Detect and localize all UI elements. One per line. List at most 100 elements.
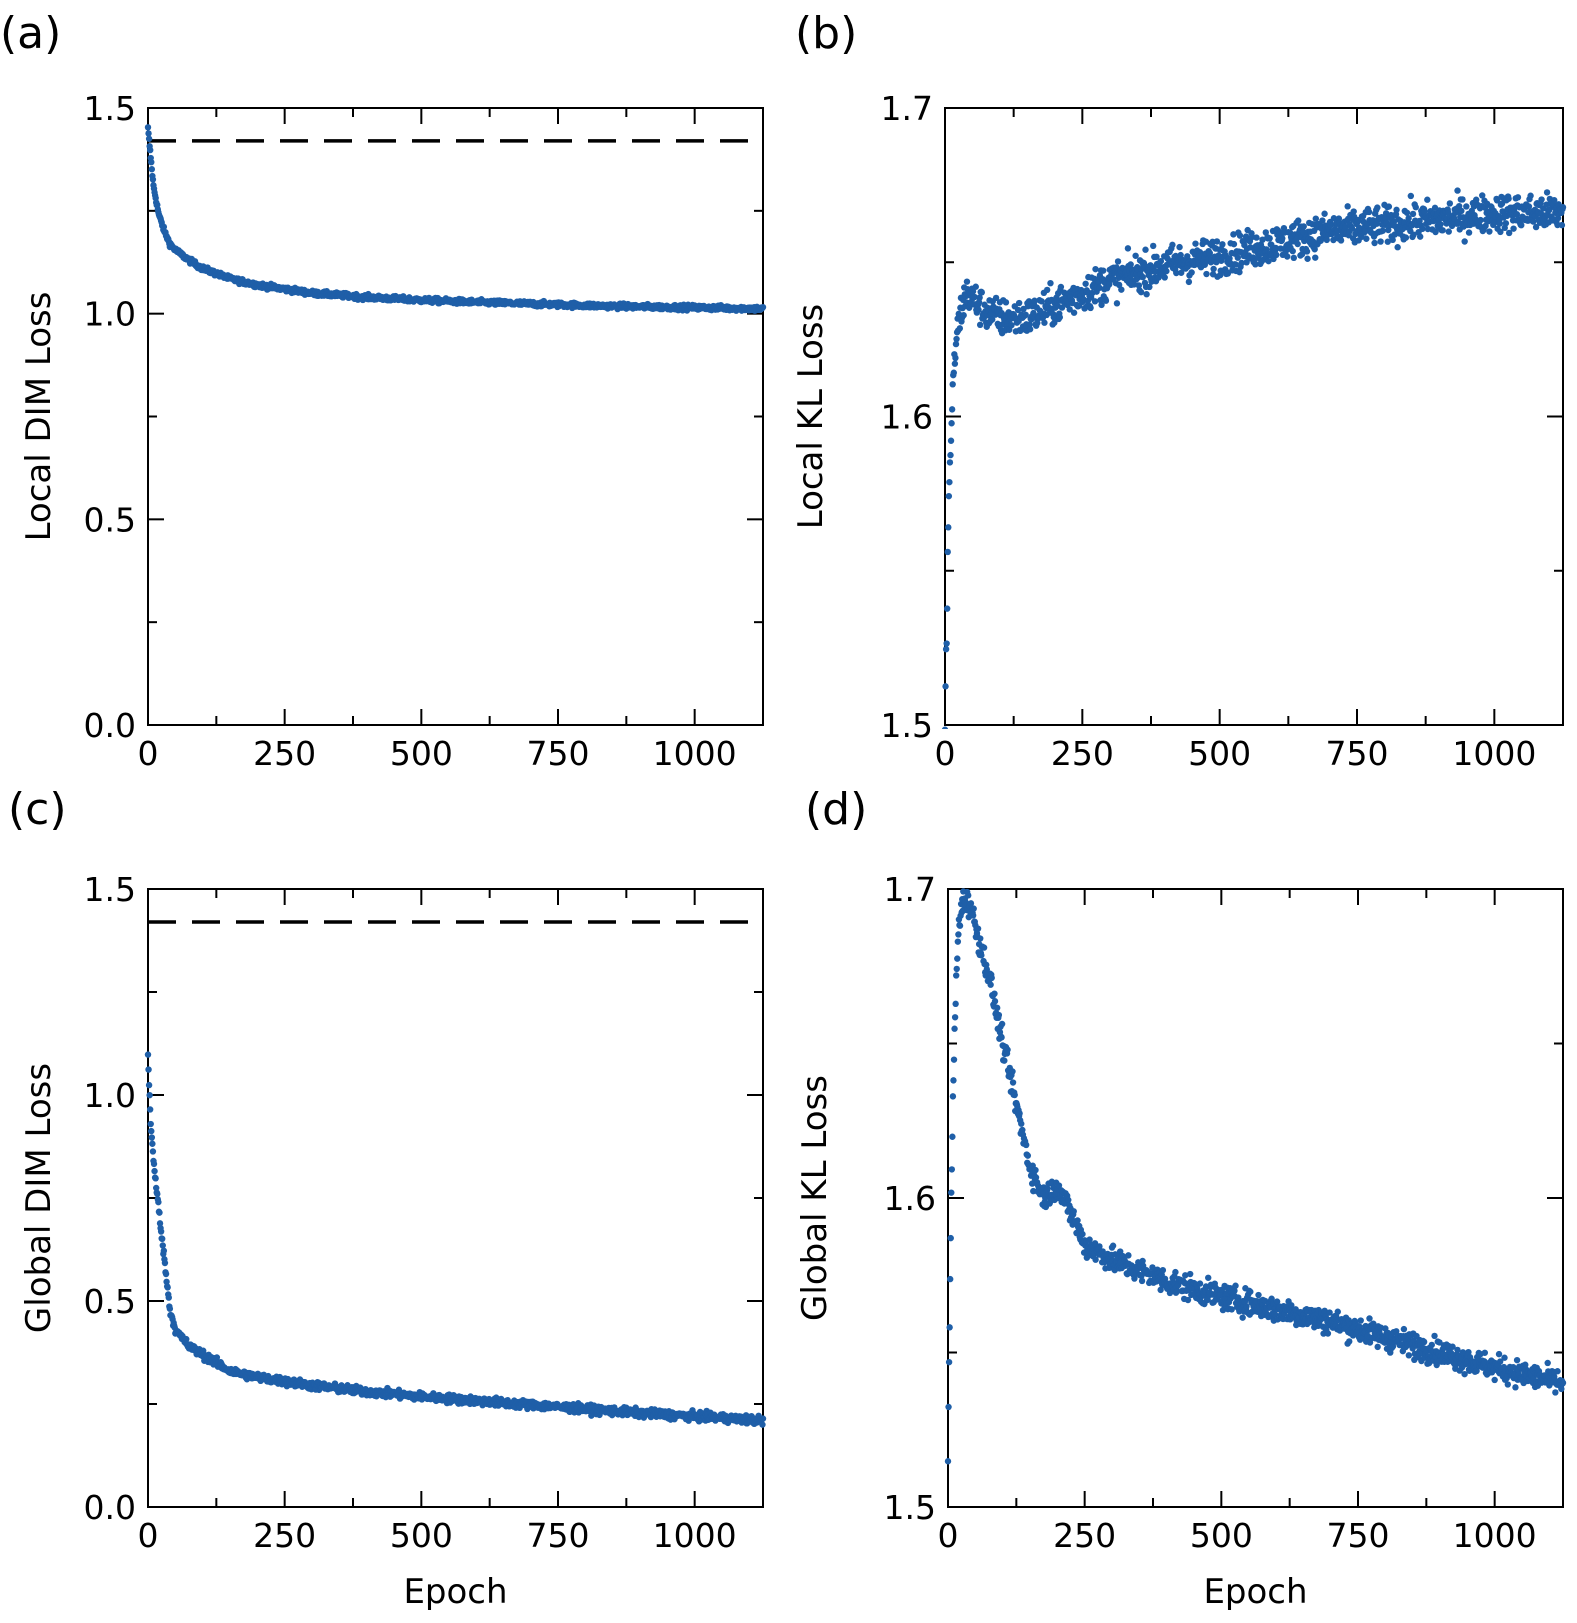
data-point xyxy=(950,1056,958,1063)
data-point xyxy=(951,360,959,367)
data-point xyxy=(1232,1282,1239,1289)
data-point xyxy=(1153,253,1160,261)
data-point xyxy=(1319,217,1326,224)
data-point xyxy=(1011,1091,1018,1099)
x-axis-label: Epoch xyxy=(403,1572,507,1612)
data-point xyxy=(1213,238,1221,245)
data-point xyxy=(1326,1309,1333,1316)
data-point xyxy=(1243,1303,1250,1310)
data-point xyxy=(1532,223,1540,231)
data-point xyxy=(1268,1295,1275,1302)
data-point xyxy=(1454,1346,1461,1354)
x-tick-label: 0 xyxy=(138,734,159,773)
data-point xyxy=(1146,283,1153,291)
data-point xyxy=(1510,225,1517,232)
data-point xyxy=(974,925,982,932)
data-point xyxy=(166,1305,174,1312)
data-point xyxy=(1026,321,1033,328)
data-point xyxy=(1185,278,1193,286)
data-point xyxy=(1066,306,1073,313)
data-point xyxy=(1385,226,1392,234)
data-point xyxy=(1431,1332,1438,1340)
data-point xyxy=(1493,197,1501,204)
x-tick-label: 1000 xyxy=(653,1516,737,1555)
data-point xyxy=(1525,203,1533,210)
data-point xyxy=(970,905,977,912)
data-point xyxy=(942,683,949,690)
x-tick-label: 1000 xyxy=(653,734,737,773)
data-point xyxy=(1346,1338,1353,1345)
data-point xyxy=(971,293,978,301)
data-point xyxy=(1335,215,1343,222)
data-point xyxy=(1043,286,1051,294)
data-point xyxy=(1377,238,1384,245)
data-point xyxy=(947,1234,954,1242)
data-point xyxy=(1135,282,1143,289)
data-point xyxy=(1026,326,1034,333)
data-point xyxy=(978,952,985,959)
data-point xyxy=(144,124,152,131)
data-point xyxy=(953,972,960,979)
x-tick-label: 500 xyxy=(390,1516,453,1555)
data-point xyxy=(943,605,951,612)
y-tick-label: 1.7 xyxy=(884,870,936,909)
data-point xyxy=(1321,1307,1328,1314)
data-point xyxy=(147,1120,154,1128)
data-point xyxy=(1552,1389,1559,1396)
data-point xyxy=(1272,244,1279,252)
data-point xyxy=(945,492,953,500)
data-point xyxy=(1446,200,1454,207)
data-point xyxy=(1131,1275,1138,1282)
x-tick-label: 500 xyxy=(390,734,453,773)
data-point xyxy=(1400,1325,1408,1333)
data-point xyxy=(978,289,986,296)
data-point xyxy=(946,1275,954,1283)
data-point xyxy=(1357,1317,1364,1324)
data-point xyxy=(1139,273,1146,281)
data-point xyxy=(1070,1208,1077,1215)
x-tick-label: 500 xyxy=(1188,734,1251,773)
data-point xyxy=(1091,298,1099,305)
data-point xyxy=(960,312,967,319)
data-point xyxy=(946,478,953,486)
y-tick-label: 0.5 xyxy=(84,500,136,539)
data-point xyxy=(1348,225,1356,232)
data-point xyxy=(946,1324,953,1331)
data-point xyxy=(146,1106,154,1113)
data-point xyxy=(1374,204,1381,211)
x-tick-label: 750 xyxy=(1327,1516,1390,1555)
data-point xyxy=(1009,1068,1016,1075)
data-point xyxy=(965,892,972,899)
data-point xyxy=(1070,309,1078,316)
data-point xyxy=(994,1004,1001,1012)
data-point xyxy=(969,288,977,295)
data-point xyxy=(954,938,962,945)
x-axis-label: Epoch xyxy=(1203,1572,1307,1612)
data-point xyxy=(1025,298,1033,305)
data-point xyxy=(1527,192,1534,199)
data-point xyxy=(146,1091,153,1099)
data-point xyxy=(1102,297,1110,304)
data-point xyxy=(956,922,964,929)
data-point xyxy=(1096,284,1103,292)
data-point xyxy=(1321,210,1328,217)
data-point xyxy=(1262,229,1270,236)
data-point xyxy=(1405,215,1412,222)
data-point xyxy=(969,912,977,919)
y-tick-label: 1.0 xyxy=(84,1076,136,1115)
data-point xyxy=(946,459,954,466)
x-tick-label: 750 xyxy=(527,734,590,773)
data-point xyxy=(1228,1306,1235,1313)
x-tick-label: 0 xyxy=(938,1516,959,1555)
data-point xyxy=(1420,1338,1428,1346)
data-point xyxy=(945,1358,953,1366)
data-point xyxy=(1289,247,1296,255)
data-point xyxy=(1502,220,1510,227)
data-point xyxy=(948,420,955,427)
data-point xyxy=(1132,252,1139,259)
data-point xyxy=(1477,216,1484,224)
data-point xyxy=(992,294,1000,302)
data-point xyxy=(1247,244,1254,251)
y-axis-label: Local DIM Loss xyxy=(19,292,59,542)
data-point xyxy=(148,1127,155,1135)
